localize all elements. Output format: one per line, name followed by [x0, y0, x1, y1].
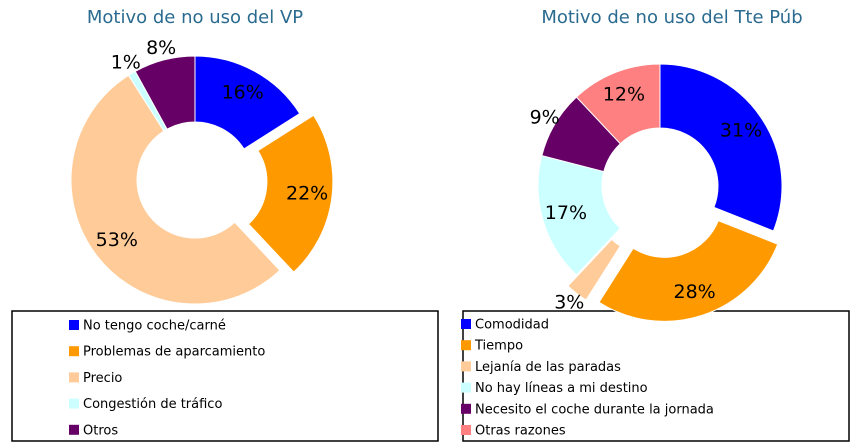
legend-label: No hay líneas a mi destino — [475, 381, 648, 396]
data-label: 17% — [545, 202, 587, 224]
slice — [537, 155, 622, 276]
data-label: 22% — [286, 183, 328, 205]
legend-label: No tengo coche/carné — [83, 319, 226, 334]
slice — [247, 114, 334, 273]
slice — [194, 55, 301, 150]
legend-swatch — [69, 424, 79, 435]
data-label: 1% — [111, 51, 141, 73]
chart-title: Motivo de no uso del Tte Púb — [541, 7, 802, 28]
legend-box — [11, 310, 439, 442]
legend-label: Otros — [83, 423, 118, 438]
slice — [567, 238, 622, 301]
legend-swatch — [69, 372, 79, 383]
slice — [598, 220, 779, 322]
legend-swatch — [69, 320, 79, 330]
data-label: 12% — [603, 83, 645, 105]
legend-swatch — [461, 361, 471, 372]
data-label: 9% — [530, 106, 560, 128]
legend-label: Lejanía de las paradas — [475, 360, 621, 375]
legend-swatch — [461, 425, 471, 435]
data-label: 3% — [554, 291, 584, 313]
slice — [134, 55, 196, 130]
legend-box — [462, 310, 850, 442]
legend-swatch — [461, 319, 471, 329]
legend-label: Otras razones — [475, 424, 566, 439]
slice — [575, 63, 661, 145]
legend-swatch — [69, 346, 79, 357]
legend-label: Tiempo — [474, 339, 523, 354]
legend-swatch — [461, 340, 471, 351]
legend-swatch — [461, 382, 471, 393]
legend-label: Congestión de tráfico — [83, 397, 222, 412]
data-label: 8% — [146, 37, 176, 59]
chart-title: Motivo de no uso del VP — [87, 7, 303, 28]
legend-label: Necesito el coche durante la jornada — [475, 402, 714, 417]
legend-swatch — [69, 398, 79, 409]
slice — [70, 74, 281, 305]
legend-label: Comodidad — [475, 318, 549, 333]
data-label: 31% — [720, 119, 762, 141]
slice — [659, 63, 783, 232]
data-label: 28% — [673, 281, 715, 303]
data-label: 53% — [96, 229, 138, 251]
data-label: 16% — [222, 82, 264, 104]
legend-label: Problemas de aparcamiento — [83, 345, 265, 360]
legend-label: Precio — [83, 371, 122, 386]
legend-swatch — [461, 403, 471, 414]
